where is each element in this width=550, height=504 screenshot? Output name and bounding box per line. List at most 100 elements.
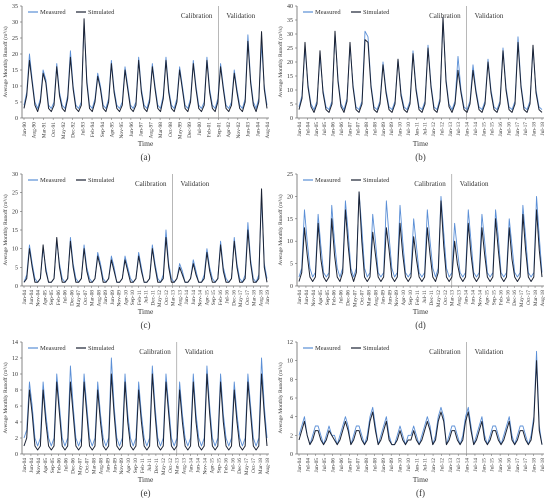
x-tick-label: Dec-11	[154, 458, 160, 474]
validation-label: Validation	[460, 180, 489, 188]
y-axis-label: Average Monthly Runoff (m³/s)	[2, 26, 9, 97]
series-line-simulated	[23, 18, 268, 113]
y-tick-label: 10	[287, 239, 293, 245]
x-tick-label: Sep-10	[408, 290, 414, 306]
x-tick-label: Jul-06	[339, 122, 345, 136]
y-axis-label: Average Monthly Runoff (m³/s)	[277, 194, 284, 265]
y-tick-label: 4	[15, 420, 18, 426]
x-tick-label: Jan-07	[347, 122, 353, 137]
x-tick-label: Jan-12	[431, 122, 437, 137]
legend-entry-measured: Measured	[40, 177, 66, 184]
x-axis-label: Time	[138, 475, 154, 484]
y-tick-label: 20	[287, 194, 293, 200]
x-tick-label: Oct-17	[251, 458, 257, 473]
series-line-measured	[23, 21, 268, 109]
x-tick-label: Jul-13	[456, 458, 462, 472]
y-tick-label: 5	[15, 100, 18, 106]
y-tick-label: 0	[290, 284, 293, 290]
x-tick-label: Dec-16	[237, 458, 243, 474]
legend-entry-measured: Measured	[315, 9, 341, 16]
x-tick-label: Jul-04	[305, 458, 311, 472]
x-tick-label: Aug-18	[540, 290, 546, 307]
x-tick-label: Feb-16	[223, 458, 229, 474]
y-tick-label: 2	[15, 436, 18, 442]
y-tick-label: 10	[287, 88, 293, 94]
y-tick-label: 20	[12, 209, 18, 215]
chart-panel-3: 0 5 10 15 20 25 Average Monthly Runoff (m³/s) J…	[277, 172, 546, 330]
y-tick-label: 10	[12, 84, 18, 90]
x-tick-label: Feb-16	[218, 290, 224, 306]
x-tick-label: Jul-05	[322, 122, 328, 136]
legend-entry-simulated: Simulated	[88, 9, 115, 16]
x-tick-label: Jan-15	[481, 122, 487, 137]
x-tick-label: Jan-14	[465, 122, 471, 137]
validation-label: Validation	[475, 12, 504, 20]
x-tick-label: Jul-16	[505, 290, 511, 304]
y-tick-label: 5	[290, 262, 293, 268]
x-tick-label: Feb-16	[498, 290, 504, 306]
series-line-measured	[298, 350, 543, 446]
y-tick-label: 0	[15, 284, 18, 290]
x-tick-label: Sep-15	[491, 290, 497, 306]
y-tick-label: 0	[15, 116, 18, 122]
x-tick-label: Apr-05	[42, 290, 48, 306]
x-tick-label: May-17	[238, 290, 244, 307]
y-tick-label: 15	[12, 228, 18, 234]
y-tick-label: 10	[287, 359, 293, 365]
x-tick-label: Sep-01	[216, 122, 222, 138]
legend-entry-simulated: Simulated	[88, 177, 115, 184]
x-tick-label: Jan-11	[414, 458, 420, 472]
y-tick-label: 10	[12, 372, 18, 378]
x-tick-label: Mar-13	[450, 290, 456, 306]
x-tick-label: Jul-14	[473, 122, 479, 136]
chart-panel-2: 0 5 10 15 20 25 30 Average Monthly Runoff (m³/s…	[2, 172, 271, 330]
x-tick-label: Jul-17	[523, 122, 529, 136]
x-tick-label: Mar-91	[41, 122, 47, 138]
x-tick-label: Jan-13	[448, 458, 454, 473]
x-tick-label: Nov-04	[36, 290, 42, 307]
x-tick-label: Dec-06	[71, 458, 77, 474]
x-tick-label: Apr-05	[318, 290, 324, 306]
x-tick-label: Oct-98	[168, 122, 174, 137]
y-tick-label: 14	[12, 340, 18, 346]
x-tick-label: Jun-04	[29, 290, 35, 305]
x-axis-label: Time	[413, 475, 429, 484]
legend-entry-measured: Measured	[315, 345, 341, 352]
x-tick-label: Jul-14	[473, 458, 479, 472]
y-tick-label: 0	[15, 452, 18, 458]
x-tick-label: Jan-04	[22, 458, 28, 473]
x-tick-label: Mar-13	[171, 290, 177, 306]
x-tick-label: Jan-04	[255, 122, 261, 137]
x-tick-label: Jul-16	[506, 122, 512, 136]
y-tick-label: 15	[287, 74, 293, 80]
x-tick-label: Jul-08	[372, 122, 378, 136]
validation-label: Validation	[185, 348, 214, 356]
y-tick-label: 25	[287, 172, 293, 178]
x-tick-label: Jul-11	[144, 290, 150, 304]
x-tick-label: Jul-07	[356, 458, 362, 472]
x-tick-label: Nov-95	[119, 122, 125, 139]
x-tick-label: Apr-02	[226, 122, 232, 138]
x-tick-label: Jul-06	[339, 290, 345, 304]
x-tick-label: Jul-10	[406, 458, 412, 472]
x-tick-label: Jan-12	[431, 458, 437, 473]
series-line-simulated	[298, 360, 543, 446]
x-tick-label: Nov-09	[119, 458, 125, 475]
x-tick-label: Jan-08	[364, 122, 370, 137]
chart-panel-4: 0 2 4 6 8 10 12 14 Average Monthly Runoff (m³/s)…	[2, 340, 271, 498]
x-tick-label: Aug-08	[96, 290, 102, 307]
x-tick-label: Jul-10	[406, 122, 412, 136]
panel-label: (a)	[141, 152, 151, 162]
series-line-simulated	[298, 191, 543, 283]
y-tick-label: 20	[287, 60, 293, 66]
chart-panel-1: 0 5 10 15 20 25 30 35 40 Average Monthly Runoff (…	[277, 4, 546, 162]
calibration-label: Calibration	[429, 348, 461, 356]
y-tick-label: 30	[12, 20, 18, 26]
validation-label: Validation	[181, 180, 210, 188]
x-tick-label: Aug-97	[148, 122, 154, 139]
x-tick-label: Apr-15	[204, 290, 210, 306]
x-tick-label: Mar-18	[258, 458, 264, 474]
x-tick-label: Jul-07	[356, 122, 362, 136]
x-tick-label: Jun-09	[110, 290, 116, 305]
x-tick-label: Jan-10	[398, 122, 404, 137]
